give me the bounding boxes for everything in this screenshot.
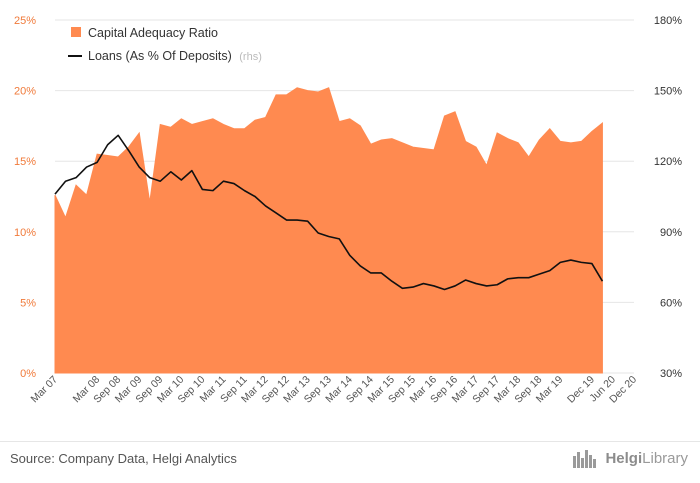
left-axis-tick-label: 25%: [14, 15, 36, 27]
brand-logo-group: HelgiLibrary: [572, 447, 688, 469]
left-axis-tick-label: 15%: [14, 156, 36, 168]
left-axis-tick-label: 0%: [20, 368, 36, 380]
left-axis-tick-label: 5%: [20, 297, 36, 309]
left-axis-tick-label: 20%: [14, 86, 36, 98]
right-axis-tick-label: 30%: [660, 368, 682, 380]
brand-name-suffix: Library: [642, 449, 688, 467]
loans-to-deposits-line: [54, 134, 604, 291]
left-axis-ticks: 0% 5% 10% 15% 20% 25%: [14, 15, 36, 380]
footer-divider: [0, 441, 700, 442]
left-axis-tick-label: 10%: [14, 227, 36, 239]
right-axis-tick-label: 180%: [654, 15, 682, 27]
helgi-library-logo-icon: [573, 450, 597, 468]
right-axis-ticks: 30% 60% 90% 120% 150% 180%: [654, 15, 682, 380]
brand-name: HelgiLibrary: [605, 450, 688, 467]
legend-label-loans: Loans (As % Of Deposits): [88, 49, 232, 63]
right-axis-tick-label: 90%: [660, 227, 682, 239]
legend-label-loans-group: Loans (As % Of Deposits) (rhs): [88, 47, 262, 64]
brand-name-prefix: Helgi: [605, 449, 643, 467]
right-axis-tick-label: 120%: [654, 156, 682, 168]
legend-swatch-capital-adequacy: [71, 27, 81, 37]
right-axis-tick-label: 150%: [654, 86, 682, 98]
capital-adequacy-area: [54, 87, 603, 374]
source-note: Source: Company Data, Helgi Analytics: [10, 451, 237, 466]
legend: Capital Adequacy Ratio Loans (As % Of De…: [68, 26, 262, 64]
legend-label-capital-adequacy: Capital Adequacy Ratio: [88, 26, 218, 40]
right-axis-tick-label: 60%: [660, 297, 682, 309]
legend-note-rhs: (rhs): [239, 51, 262, 63]
